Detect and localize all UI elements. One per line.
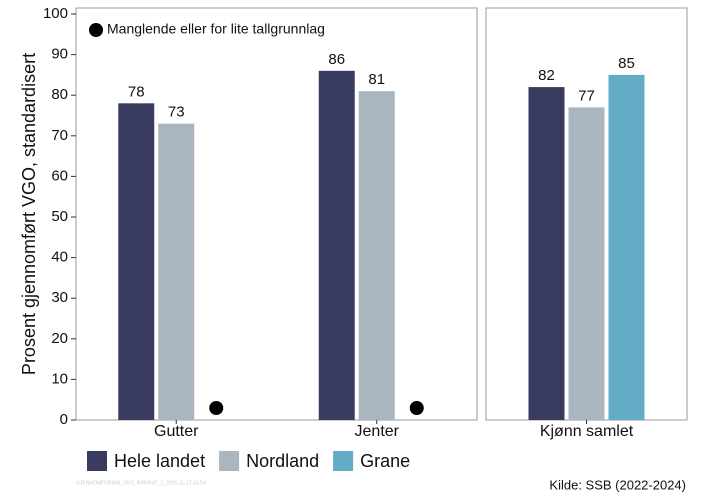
bar	[318, 70, 355, 420]
missing-dot	[409, 401, 424, 415]
bar	[568, 107, 605, 420]
y-tick-label: 20	[51, 330, 68, 347]
legend-label: Hele landet	[114, 451, 205, 471]
legend-swatch	[87, 451, 107, 471]
footer-id: GJENNOMFORING_VGS_INNVKAT_3_2025-11-17-1…	[76, 480, 206, 486]
value-label: 78	[128, 83, 145, 100]
value-label: 82	[538, 67, 555, 84]
bar	[358, 91, 395, 420]
legend-missing-dot	[89, 23, 103, 37]
y-tick-label: 10	[51, 370, 68, 387]
value-label: 77	[578, 87, 595, 104]
y-tick-label: 90	[51, 46, 68, 63]
source: Kilde: SSB (2022-2024)	[549, 477, 686, 492]
value-label: 86	[328, 51, 345, 68]
y-tick-label: 60	[51, 167, 68, 184]
bar	[118, 103, 155, 420]
value-label: 81	[368, 71, 385, 88]
y-tick-label: 50	[51, 208, 68, 225]
legend-swatch	[219, 451, 240, 471]
y-axis-label: Prosent gjennomført VGO, standardisert	[19, 53, 39, 375]
missing-dot	[209, 401, 224, 415]
bar	[528, 87, 565, 420]
y-tick-label: 70	[51, 127, 68, 144]
x-tick-label: Kjønn samlet	[540, 423, 634, 440]
panel-left	[75, 7, 478, 421]
legend-label: Grane	[360, 451, 410, 471]
y-tick-label: 100	[43, 5, 68, 22]
bar	[158, 123, 195, 421]
annotation: Manglende eller for lite tallgrunnlag	[107, 21, 325, 37]
legend-swatch	[333, 451, 354, 471]
x-tick-label: Jenter	[355, 423, 400, 440]
x-tick-label: Gutter	[154, 423, 199, 440]
value-label: 73	[168, 104, 185, 121]
legend-label: Nordland	[246, 451, 319, 471]
y-tick-label: 80	[51, 86, 68, 103]
y-tick-label: 40	[51, 249, 68, 266]
value-label: 85	[618, 55, 635, 72]
y-tick-label: 0	[60, 411, 68, 428]
bar	[608, 74, 645, 421]
y-tick-label: 30	[51, 289, 68, 306]
